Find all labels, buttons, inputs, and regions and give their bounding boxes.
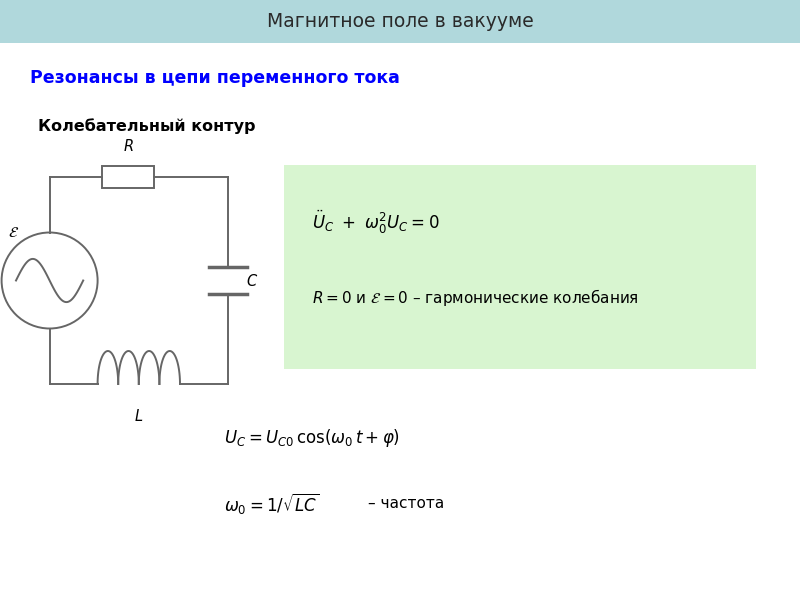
Text: Резонансы в цепи переменного тока: Резонансы в цепи переменного тока xyxy=(30,69,400,87)
Text: $\ddot{U}_C\ +\ \omega_0^2 U_C = 0$: $\ddot{U}_C\ +\ \omega_0^2 U_C = 0$ xyxy=(312,209,439,236)
Text: $R$: $R$ xyxy=(122,138,134,154)
Text: $\omega_0 = 1/\sqrt{LC}$: $\omega_0 = 1/\sqrt{LC}$ xyxy=(224,491,319,517)
Text: $\mathcal{E}$: $\mathcal{E}$ xyxy=(8,225,19,240)
Bar xyxy=(102,166,154,188)
Text: $C$: $C$ xyxy=(246,272,258,289)
Text: Магнитное поле в вакууме: Магнитное поле в вакууме xyxy=(266,12,534,31)
Text: $U_C = U_{C0}\,\cos(\omega_0\,t + \varphi)$: $U_C = U_{C0}\,\cos(\omega_0\,t + \varph… xyxy=(224,427,400,449)
Text: Колебательный контур: Колебательный контур xyxy=(38,118,256,134)
Bar xyxy=(284,165,756,369)
Text: – частота: – частота xyxy=(368,496,444,511)
Text: $L$: $L$ xyxy=(134,408,143,424)
Bar xyxy=(0,0,800,43)
Text: $R = 0$ и $\mathcal{E} = 0$ – гармонические колебания: $R = 0$ и $\mathcal{E} = 0$ – гармоничес… xyxy=(312,287,639,308)
Ellipse shape xyxy=(2,232,98,329)
